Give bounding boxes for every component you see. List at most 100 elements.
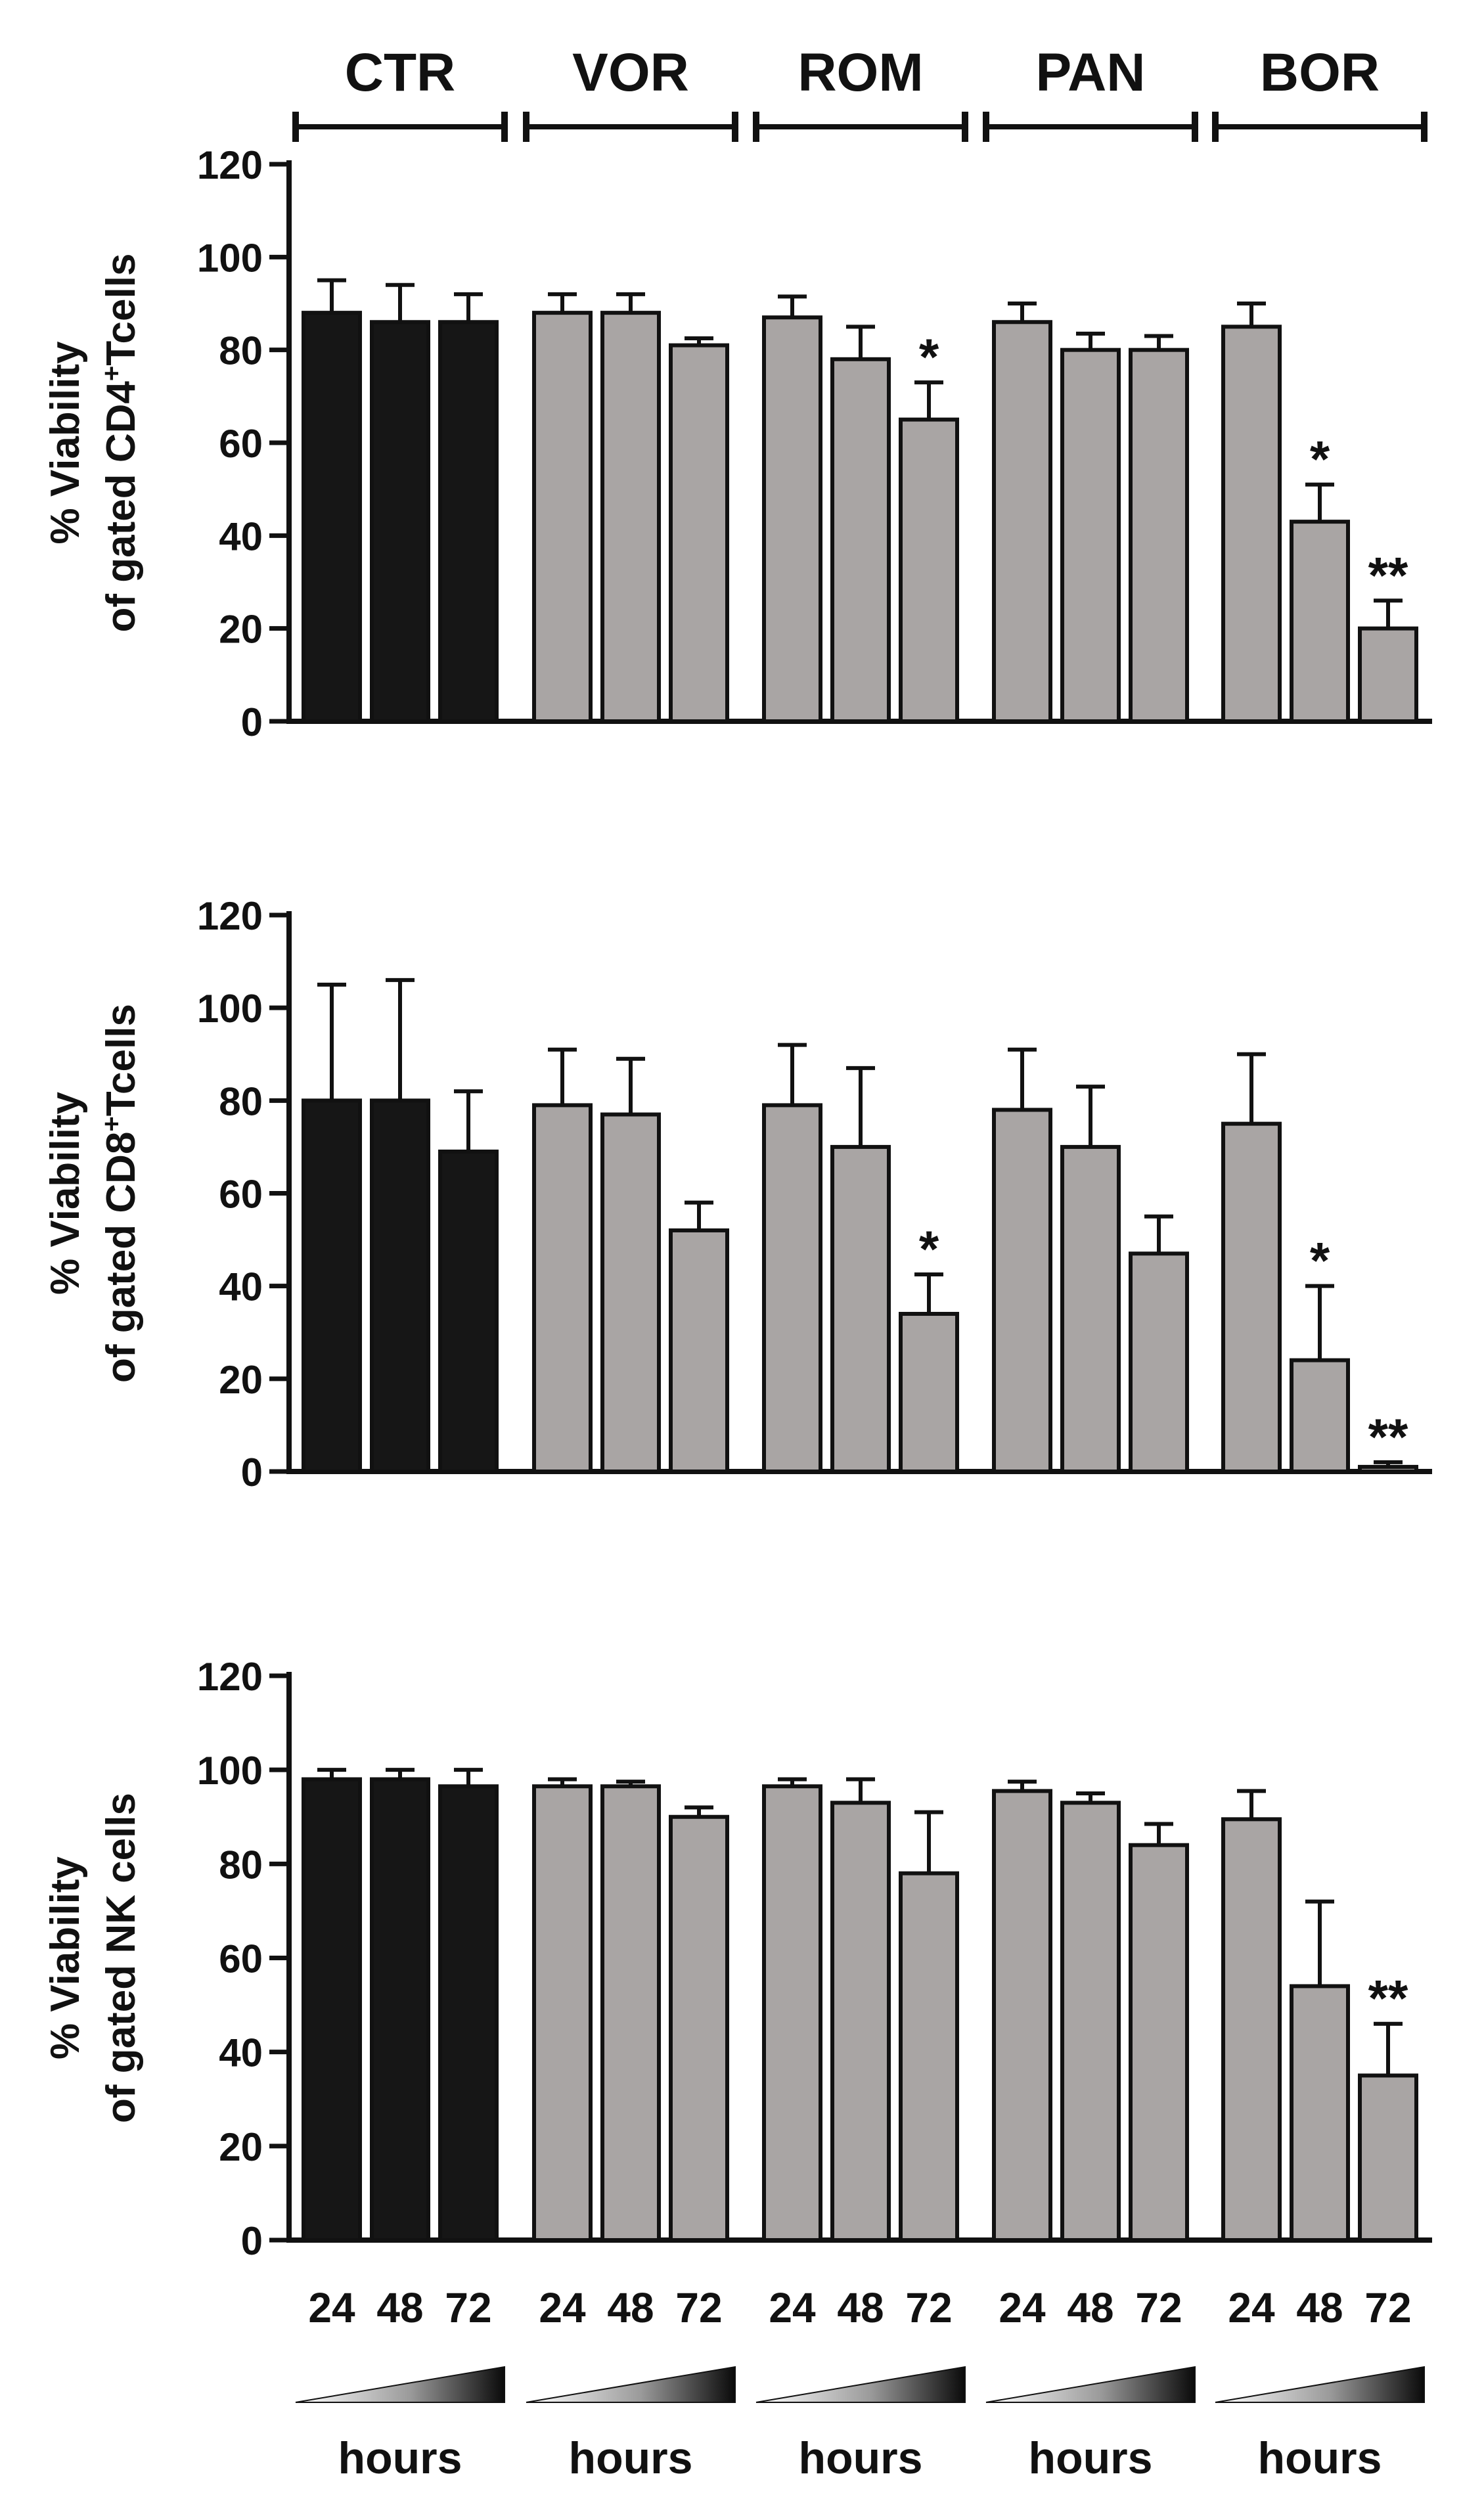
y-axis-label-line2: of gated CD4+Tcells bbox=[97, 254, 144, 633]
bar-rom-72h bbox=[899, 1871, 959, 2242]
significance-mark: * bbox=[919, 1220, 939, 1278]
significance-mark: ** bbox=[1368, 1408, 1408, 1466]
bar-ctr-48h bbox=[370, 1777, 430, 2243]
time-gradient-wedge bbox=[755, 2366, 966, 2403]
group-headers: CTR VOR ROM PAN BOR bbox=[292, 43, 1428, 142]
y-tick-label: 40 bbox=[219, 514, 263, 558]
bar-rom-48h bbox=[830, 1801, 891, 2242]
bar-bor-48h bbox=[1290, 520, 1350, 724]
bar-vor-48h bbox=[600, 1112, 661, 1473]
y-tick-label: 60 bbox=[219, 1173, 263, 1217]
time-label: 24 bbox=[308, 2284, 355, 2331]
y-axis-label-line2: of gated NK cells bbox=[99, 1793, 144, 2123]
time-label: 72 bbox=[445, 2284, 491, 2331]
bar-ctr-24h bbox=[302, 311, 362, 723]
bar-ctr-72h bbox=[438, 320, 499, 723]
group-header-ctr: CTR bbox=[345, 43, 456, 102]
time-gradient-wedge bbox=[295, 2366, 505, 2403]
time-axis: 24 48 72 hours 24 48 72 hours 24 48 72 hours 24 48 72 h… bbox=[295, 2284, 1425, 2483]
bar-bor-24h bbox=[1221, 1121, 1282, 1473]
bar-rom-48h bbox=[830, 357, 891, 723]
group-header-pan: PAN bbox=[1035, 43, 1145, 102]
bar-vor-24h bbox=[532, 1784, 593, 2243]
bar-pan-48h bbox=[1060, 1801, 1121, 2242]
group-header-bor: BOR bbox=[1260, 43, 1380, 102]
chart-panel-1: 0 20 40 60 80 100 120 % Viability of gated CD4+T… bbox=[43, 143, 1432, 744]
y-tick-label: 0 bbox=[241, 700, 263, 744]
bar-vor-72h bbox=[669, 343, 729, 723]
time-gradient-wedge bbox=[1215, 2366, 1425, 2403]
bar-bor-24h bbox=[1221, 1817, 1282, 2242]
time-label: 48 bbox=[837, 2284, 884, 2331]
time-label: 24 bbox=[539, 2284, 586, 2331]
bar-pan-24h bbox=[992, 1108, 1052, 1473]
time-label: 72 bbox=[1364, 2284, 1411, 2331]
y-tick-label: 100 bbox=[197, 987, 263, 1031]
bar-bor-48h bbox=[1290, 1984, 1350, 2242]
bar-pan-48h bbox=[1060, 348, 1121, 723]
bar-ctr-24h bbox=[302, 1777, 362, 2243]
significance-mark: * bbox=[919, 328, 939, 386]
bar-vor-48h bbox=[600, 311, 661, 723]
y-axis-label-line1: % Viability bbox=[43, 341, 88, 544]
time-label: 48 bbox=[376, 2284, 423, 2331]
bar-bor-48h bbox=[1290, 1358, 1350, 1474]
bar-ctr-72h bbox=[438, 1784, 499, 2243]
y-axis-label-line2: of gated CD8+Tcells bbox=[97, 1004, 144, 1383]
y-tick-label: 40 bbox=[219, 2031, 263, 2075]
significance-mark: ** bbox=[1368, 546, 1408, 604]
bar-vor-72h bbox=[669, 1814, 729, 2242]
y-axis-label-line1: % Viability bbox=[43, 1856, 88, 2059]
y-tick-label: 60 bbox=[219, 1937, 263, 1981]
y-axis-label-suffix: Tcells bbox=[99, 1004, 144, 1116]
y-tick-label: 80 bbox=[219, 1843, 263, 1887]
bar-rom-24h bbox=[762, 1784, 822, 2243]
bar-ctr-24h bbox=[302, 1098, 362, 1474]
bar-pan-24h bbox=[992, 320, 1052, 723]
time-label: 48 bbox=[1296, 2284, 1343, 2331]
y-tick-label: 120 bbox=[197, 1655, 263, 1699]
time-label: 72 bbox=[905, 2284, 952, 2331]
bar-bor-72h bbox=[1358, 1464, 1418, 1473]
bar-vor-24h bbox=[532, 1103, 593, 1474]
time-axis-label: hours bbox=[569, 2433, 693, 2483]
time-axis-label: hours bbox=[338, 2433, 462, 2483]
bar-pan-72h bbox=[1129, 1251, 1189, 1473]
bar-bor-72h bbox=[1358, 2073, 1418, 2242]
y-tick-label: 120 bbox=[197, 143, 263, 187]
time-label: 48 bbox=[1067, 2284, 1113, 2331]
time-axis-label: hours bbox=[1029, 2433, 1153, 2483]
bar-ctr-72h bbox=[438, 1149, 499, 1473]
bar-rom-48h bbox=[830, 1144, 891, 1473]
time-label: 24 bbox=[1228, 2284, 1275, 2331]
y-tick-label: 40 bbox=[219, 1265, 263, 1309]
time-label: 24 bbox=[769, 2284, 816, 2331]
bar-rom-72h bbox=[899, 417, 959, 724]
significance-mark: * bbox=[1310, 430, 1330, 488]
time-label: 72 bbox=[675, 2284, 722, 2331]
bar-bor-24h bbox=[1221, 325, 1282, 724]
bar-vor-48h bbox=[600, 1784, 661, 2243]
bar-ctr-48h bbox=[370, 1098, 430, 1474]
y-axis-label-line1: % Viability bbox=[43, 1092, 88, 1295]
group-header-vor: VOR bbox=[572, 43, 689, 102]
y-axis-label-cell: of gated CD4 bbox=[99, 381, 144, 633]
bar-vor-24h bbox=[532, 311, 593, 723]
y-axis-label-cell: of gated CD8 bbox=[99, 1132, 144, 1383]
time-gradient-wedge bbox=[526, 2366, 736, 2403]
significance-mark: ** bbox=[1368, 1969, 1408, 2027]
y-tick-label: 100 bbox=[197, 236, 263, 280]
bar-bor-72h bbox=[1358, 626, 1418, 724]
y-tick-label: 0 bbox=[241, 1450, 263, 1494]
bar-pan-48h bbox=[1060, 1144, 1121, 1473]
y-tick-label: 120 bbox=[197, 894, 263, 938]
bar-ctr-48h bbox=[370, 320, 430, 723]
y-tick-label: 80 bbox=[219, 329, 263, 373]
y-tick-label: 0 bbox=[241, 2219, 263, 2263]
y-tick-label: 80 bbox=[219, 1079, 263, 1123]
bar-pan-72h bbox=[1129, 1843, 1189, 2242]
bar-vor-72h bbox=[669, 1228, 729, 1473]
y-tick-label: 60 bbox=[219, 422, 263, 466]
bar-pan-72h bbox=[1129, 348, 1189, 723]
